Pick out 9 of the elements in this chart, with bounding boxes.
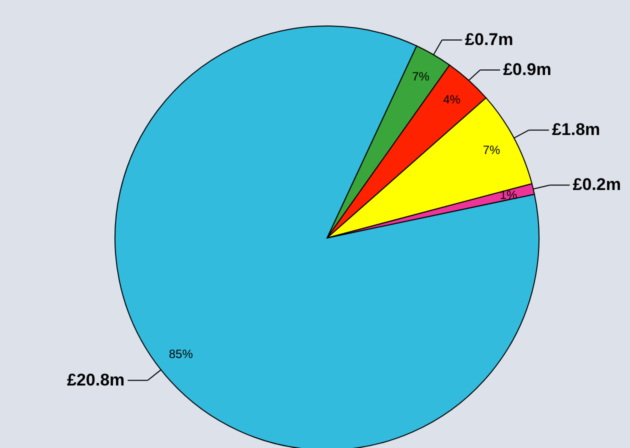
text: 85%: [168, 346, 194, 361]
data-label: £0.2m: [572, 175, 621, 194]
data-label: £0.7m: [465, 30, 514, 50]
data-label: £1.8m: [552, 120, 600, 140]
data-label: £20.8m: [67, 370, 125, 390]
text: 7%: [482, 143, 501, 158]
data-label: £0.9m: [503, 60, 552, 80]
text: 7%: [412, 70, 430, 84]
text: 4%: [443, 92, 461, 106]
